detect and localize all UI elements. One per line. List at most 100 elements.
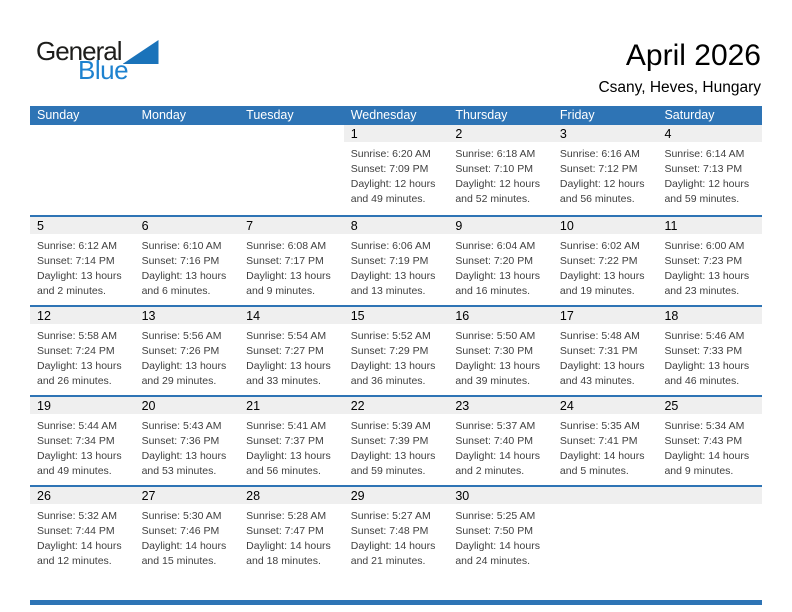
sunset-text: Sunset: 7:37 PM bbox=[246, 435, 324, 447]
day-info: Sunrise: 5:37 AM Sunset: 7:40 PM Daylight:… bbox=[448, 414, 553, 479]
day-cell-12: 12 Sunrise: 5:58 AM Sunset: 7:24 PM Dayligh… bbox=[30, 307, 135, 395]
weekday-header-monday: Monday bbox=[141, 108, 187, 122]
day-cell-3: 3 Sunrise: 6:16 AM Sunset: 7:12 PM Daylight… bbox=[552, 125, 658, 215]
sunset-text: Sunset: 7:30 PM bbox=[455, 345, 533, 357]
daylight-text: Daylight: 14 hours and 12 minutes. bbox=[37, 540, 122, 567]
page-title: April 2026 bbox=[625, 39, 761, 72]
day-number: 5 bbox=[37, 219, 44, 233]
daylight-text: Daylight: 13 hours and 19 minutes. bbox=[559, 270, 645, 297]
daylight-text: Daylight: 13 hours and 43 minutes. bbox=[559, 360, 645, 387]
day-cell-16: 16 Sunrise: 5:50 AM Sunset: 7:30 PM Dayligh… bbox=[448, 307, 553, 395]
daylight-text: Daylight: 13 hours and 53 minutes. bbox=[141, 450, 227, 477]
day-number: 7 bbox=[246, 219, 254, 233]
calendar-weeks: 1 Sunrise: 6:20 AM Sunset: 7:09 PM Daylight… bbox=[30, 125, 763, 575]
sunset-text: Sunset: 7:31 PM bbox=[559, 345, 638, 357]
day-info: Sunrise: 5:54 AM Sunset: 7:27 PM Daylight:… bbox=[239, 324, 344, 389]
sunrise-text: Sunrise: 5:43 AM bbox=[141, 420, 222, 432]
daylight-text: Daylight: 13 hours and 23 minutes. bbox=[664, 270, 750, 297]
day-cell-18: 18 Sunrise: 5:46 AM Sunset: 7:33 PM Dayligh… bbox=[657, 307, 763, 395]
day-number: 27 bbox=[141, 489, 156, 503]
sunrise-text: Sunrise: 5:32 AM bbox=[37, 510, 117, 522]
day-cell-29: 29 Sunrise: 5:27 AM Sunset: 7:48 PM Dayligh… bbox=[343, 487, 449, 575]
daylight-text: Daylight: 14 hours and 24 minutes. bbox=[455, 540, 540, 567]
daylight-text: Daylight: 12 hours and 52 minutes. bbox=[455, 178, 540, 205]
day-cell-10: 10 Sunrise: 6:02 AM Sunset: 7:22 PM Dayligh… bbox=[552, 217, 658, 305]
day-cell-19: 19 Sunrise: 5:44 AM Sunset: 7:34 PM Dayligh… bbox=[30, 397, 135, 485]
sunrise-text: Sunrise: 5:30 AM bbox=[141, 510, 222, 522]
day-info: Sunrise: 5:44 AM Sunset: 7:34 PM Daylight:… bbox=[30, 414, 135, 479]
day-number: 11 bbox=[664, 219, 678, 233]
weekday-header-sunday: Sunday bbox=[37, 108, 80, 122]
day-info: Sunrise: 5:43 AM Sunset: 7:36 PM Daylight:… bbox=[135, 414, 240, 479]
day-cell-empty bbox=[657, 487, 763, 575]
day-number: 25 bbox=[664, 399, 679, 413]
day-info: Sunrise: 5:52 AM Sunset: 7:29 PM Daylight:… bbox=[344, 324, 449, 389]
day-number: 21 bbox=[246, 399, 261, 413]
daylight-text: Daylight: 13 hours and 16 minutes. bbox=[455, 270, 540, 297]
sunset-text: Sunset: 7:43 PM bbox=[664, 435, 743, 447]
day-info: Sunrise: 5:56 AM Sunset: 7:26 PM Daylight:… bbox=[135, 324, 240, 389]
day-number: 22 bbox=[350, 399, 365, 413]
day-info: Sunrise: 6:14 AM Sunset: 7:13 PM Daylight:… bbox=[657, 142, 762, 207]
day-info: Sunrise: 6:08 AM Sunset: 7:17 PM Daylight:… bbox=[239, 234, 344, 299]
day-cell-17: 17 Sunrise: 5:48 AM Sunset: 7:31 PM Dayligh… bbox=[552, 307, 658, 395]
day-info: Sunrise: 6:12 AM Sunset: 7:14 PM Daylight:… bbox=[30, 234, 135, 299]
calendar-bottom-bar bbox=[30, 600, 762, 605]
daylight-text: Daylight: 13 hours and 56 minutes. bbox=[246, 450, 331, 477]
sunrise-text: Sunrise: 5:28 AM bbox=[246, 510, 327, 522]
daylight-text: Daylight: 13 hours and 39 minutes. bbox=[455, 360, 540, 387]
sunset-text: Sunset: 7:29 PM bbox=[350, 345, 429, 357]
day-cell-9: 9 Sunrise: 6:04 AM Sunset: 7:20 PM Daylight… bbox=[448, 217, 553, 305]
day-cell-23: 23 Sunrise: 5:37 AM Sunset: 7:40 PM Dayligh… bbox=[448, 397, 553, 485]
logo-triangle-icon bbox=[122, 40, 159, 64]
page-subtitle: Csany, Heves, Hungary bbox=[598, 79, 761, 96]
week-row-3: 12 Sunrise: 5:58 AM Sunset: 7:24 PM Dayligh… bbox=[30, 305, 763, 395]
daylight-text: Daylight: 12 hours and 59 minutes. bbox=[664, 178, 750, 205]
day-number: 8 bbox=[350, 219, 358, 233]
sunrise-text: Sunrise: 5:58 AM bbox=[37, 330, 117, 342]
general-blue-logo: General Blue bbox=[36, 38, 159, 83]
week-row-2: 5 Sunrise: 6:12 AM Sunset: 7:14 PM Daylight… bbox=[30, 215, 763, 305]
daylight-text: Daylight: 14 hours and 18 minutes. bbox=[246, 540, 331, 567]
daylight-text: Daylight: 13 hours and 33 minutes. bbox=[246, 360, 331, 387]
logo-text-blue: Blue bbox=[78, 55, 129, 85]
weekday-header-saturday: Saturday bbox=[664, 108, 715, 122]
sunset-text: Sunset: 7:24 PM bbox=[37, 345, 115, 357]
sunset-text: Sunset: 7:36 PM bbox=[141, 435, 220, 447]
day-cell-8: 8 Sunrise: 6:06 AM Sunset: 7:19 PM Daylight… bbox=[343, 217, 449, 305]
daylight-text: Daylight: 13 hours and 49 minutes. bbox=[37, 450, 122, 477]
day-number: 16 bbox=[455, 309, 470, 323]
sunrise-text: Sunrise: 6:04 AM bbox=[455, 240, 536, 252]
sunrise-text: Sunrise: 5:39 AM bbox=[350, 420, 431, 432]
day-info: Sunrise: 6:10 AM Sunset: 7:16 PM Daylight:… bbox=[135, 234, 240, 299]
sunset-text: Sunset: 7:14 PM bbox=[37, 255, 115, 267]
sunset-text: Sunset: 7:40 PM bbox=[455, 435, 533, 447]
sunrise-text: Sunrise: 6:02 AM bbox=[559, 240, 640, 252]
day-number: 3 bbox=[559, 127, 567, 141]
day-cell-20: 20 Sunrise: 5:43 AM Sunset: 7:36 PM Dayligh… bbox=[134, 397, 240, 485]
sunset-text: Sunset: 7:17 PM bbox=[246, 255, 324, 267]
sunset-text: Sunset: 7:50 PM bbox=[455, 525, 533, 537]
sunrise-text: Sunrise: 5:41 AM bbox=[246, 420, 327, 432]
sunrise-text: Sunrise: 5:44 AM bbox=[37, 420, 117, 432]
sunrise-text: Sunrise: 5:50 AM bbox=[455, 330, 536, 342]
sunrise-text: Sunrise: 5:54 AM bbox=[246, 330, 327, 342]
day-cell-1: 1 Sunrise: 6:20 AM Sunset: 7:09 PM Daylight… bbox=[343, 125, 449, 215]
sunrise-text: Sunrise: 5:56 AM bbox=[141, 330, 222, 342]
day-info: Sunrise: 6:06 AM Sunset: 7:19 PM Daylight:… bbox=[344, 234, 449, 299]
weekday-header-friday: Friday bbox=[559, 108, 595, 122]
sunrise-text: Sunrise: 6:18 AM bbox=[455, 148, 536, 160]
sunrise-text: Sunrise: 6:12 AM bbox=[37, 240, 117, 252]
day-info: Sunrise: 6:18 AM Sunset: 7:10 PM Daylight:… bbox=[448, 142, 553, 207]
sunset-text: Sunset: 7:16 PM bbox=[141, 255, 220, 267]
day-cell-14: 14 Sunrise: 5:54 AM Sunset: 7:27 PM Dayligh… bbox=[239, 307, 344, 395]
day-info: Sunrise: 5:50 AM Sunset: 7:30 PM Daylight:… bbox=[448, 324, 553, 389]
sunset-text: Sunset: 7:48 PM bbox=[350, 525, 429, 537]
day-number: 4 bbox=[664, 127, 672, 141]
day-cell-15: 15 Sunrise: 5:52 AM Sunset: 7:29 PM Dayligh… bbox=[343, 307, 449, 395]
day-info: Sunrise: 6:00 AM Sunset: 7:23 PM Daylight:… bbox=[657, 234, 762, 299]
day-number: 9 bbox=[455, 219, 463, 233]
day-number: 26 bbox=[37, 489, 51, 503]
sunrise-text: Sunrise: 5:35 AM bbox=[559, 420, 640, 432]
